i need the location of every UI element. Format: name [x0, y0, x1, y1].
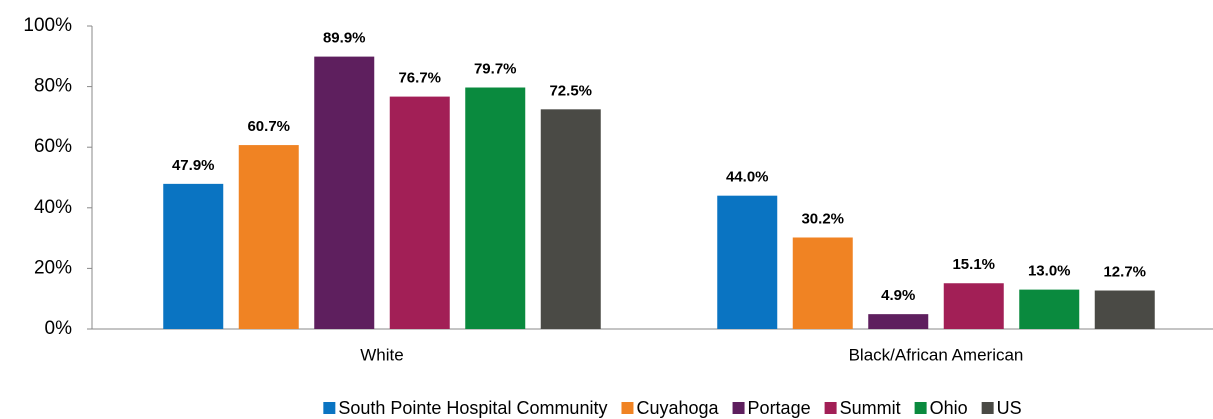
legend-label: Cuyahoga — [636, 398, 719, 418]
bar — [943, 283, 1004, 329]
bar — [314, 56, 375, 330]
value-label: 12.7% — [1103, 263, 1146, 280]
x-tick-label: White — [360, 345, 403, 364]
bar — [465, 87, 526, 329]
value-label: 79.7% — [474, 60, 517, 77]
value-label: 13.0% — [1028, 263, 1071, 280]
legend-swatch — [621, 402, 634, 414]
bar — [717, 195, 778, 329]
bar — [868, 314, 929, 329]
y-tick-label: 40% — [34, 197, 72, 218]
bar — [792, 237, 853, 329]
bar — [1019, 289, 1080, 329]
value-label: 72.5% — [549, 82, 592, 99]
y-tick-label: 60% — [34, 136, 72, 157]
bar — [238, 145, 299, 329]
value-label: 89.9% — [323, 30, 366, 47]
legend-swatch — [732, 402, 745, 414]
value-label: 30.2% — [801, 210, 844, 227]
bar — [389, 96, 450, 329]
bar — [540, 109, 601, 329]
bar — [163, 183, 224, 329]
legend-swatch — [981, 402, 994, 414]
legend-swatch — [914, 402, 927, 414]
value-label: 4.9% — [881, 287, 915, 304]
value-label: 44.0% — [726, 169, 769, 186]
legend-swatch — [824, 402, 837, 414]
value-label: 76.7% — [398, 70, 441, 87]
y-tick-label: 20% — [34, 257, 72, 278]
legend-label: Summit — [840, 398, 901, 418]
bar — [1094, 290, 1155, 329]
legend-swatch — [323, 402, 336, 414]
legend-label: US — [997, 398, 1022, 418]
legend-label: Portage — [748, 398, 811, 418]
value-label: 60.7% — [247, 118, 290, 135]
value-label: 15.1% — [952, 256, 995, 273]
y-tick-label: 100% — [23, 15, 72, 36]
y-tick-label: 0% — [45, 318, 73, 339]
value-label: 47.9% — [172, 157, 215, 174]
y-tick-label: 80% — [34, 76, 72, 97]
legend-label: South Pointe Hospital Community — [338, 398, 607, 418]
legend-label: Ohio — [930, 398, 968, 418]
x-tick-label: Black/African American — [849, 345, 1024, 364]
